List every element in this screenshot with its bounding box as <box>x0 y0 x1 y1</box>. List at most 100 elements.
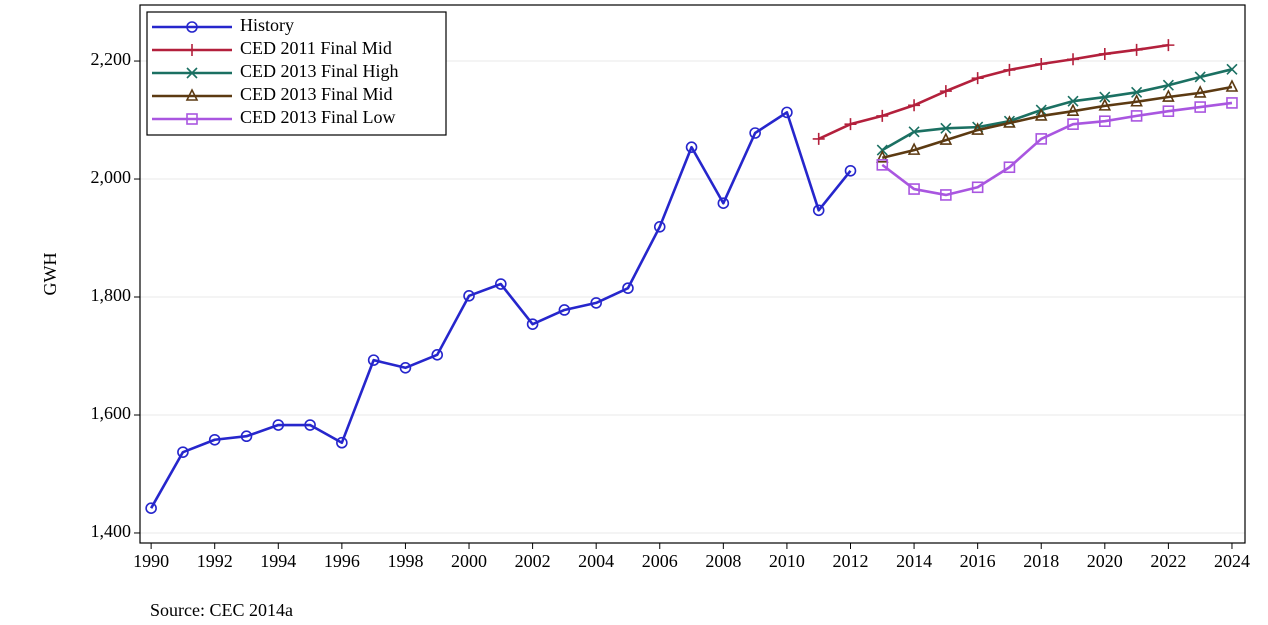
x-tick-label: 1996 <box>324 551 360 571</box>
x-tick-label: 2022 <box>1150 551 1186 571</box>
series-line <box>881 68 1233 152</box>
marker <box>781 106 793 119</box>
marker <box>558 304 571 316</box>
legend-label: CED 2013 Final Low <box>240 107 396 127</box>
x-tick-label: 2010 <box>769 551 805 571</box>
marker <box>463 290 475 302</box>
y-tick-label: 2,000 <box>91 167 132 187</box>
legend-label: CED 2011 Final Mid <box>240 38 392 58</box>
marker <box>1130 110 1143 122</box>
marker <box>1067 95 1079 107</box>
marker <box>653 221 666 233</box>
marker <box>186 67 198 79</box>
marker <box>240 430 253 443</box>
marker <box>590 297 602 309</box>
x-tick-label: 2024 <box>1214 551 1250 571</box>
marker <box>186 113 198 125</box>
y-tick-label: 1,800 <box>91 285 132 305</box>
marker <box>1130 93 1143 107</box>
marker <box>1194 101 1206 113</box>
marker <box>908 99 921 112</box>
marker <box>1162 39 1175 52</box>
marker <box>971 181 984 194</box>
series-line <box>881 85 1233 160</box>
marker <box>145 502 157 514</box>
marker <box>1067 53 1080 66</box>
marker <box>367 354 380 366</box>
marker <box>526 318 539 330</box>
marker <box>1067 118 1079 130</box>
marker <box>1194 71 1206 83</box>
marker <box>1225 79 1239 92</box>
marker <box>177 446 189 458</box>
x-tick-label: 2004 <box>578 551 614 571</box>
marker <box>1226 97 1238 109</box>
marker <box>1003 115 1016 128</box>
marker <box>399 361 412 374</box>
legend-label: CED 2013 Final Mid <box>240 84 393 104</box>
marker <box>908 183 920 195</box>
marker <box>1193 85 1207 98</box>
y-tick-label: 1,400 <box>91 521 132 541</box>
marker <box>940 122 952 134</box>
marker <box>186 21 198 33</box>
marker <box>844 164 857 177</box>
x-tick-label: 2014 <box>896 551 932 571</box>
marker <box>939 132 953 145</box>
marker <box>1003 161 1016 174</box>
source-note: Source: CEC 2014a <box>150 600 293 620</box>
x-tick-label: 2008 <box>705 551 741 571</box>
marker <box>336 436 348 449</box>
marker <box>908 126 920 138</box>
marker <box>185 88 199 101</box>
marker <box>875 149 889 163</box>
marker <box>1130 43 1143 56</box>
marker <box>685 141 698 153</box>
x-tick-label: 1998 <box>387 551 423 571</box>
marker <box>1035 57 1048 70</box>
x-tick-label: 2002 <box>515 551 551 571</box>
marker <box>812 132 825 145</box>
marker <box>939 85 952 98</box>
x-tick-label: 1992 <box>197 551 233 571</box>
marker <box>1099 115 1111 128</box>
marker <box>1098 98 1112 111</box>
marker <box>812 204 825 217</box>
marker <box>1131 86 1143 98</box>
x-tick-label: 1994 <box>260 551 296 571</box>
marker <box>1066 103 1080 116</box>
x-tick-label: 2006 <box>642 551 678 571</box>
marker <box>622 282 634 294</box>
marker <box>844 118 857 131</box>
marker <box>1035 133 1048 145</box>
marker <box>304 419 316 431</box>
marker <box>717 197 730 210</box>
marker <box>1162 105 1175 117</box>
marker <box>1034 108 1048 121</box>
marker <box>495 278 507 290</box>
marker <box>907 142 921 155</box>
marker <box>272 419 285 431</box>
x-tick-label: 1990 <box>133 551 169 571</box>
x-tick-label: 2018 <box>1023 551 1059 571</box>
y-axis-label: GWH <box>40 253 60 296</box>
marker <box>876 109 889 122</box>
series-line <box>881 101 1233 197</box>
marker <box>1099 91 1111 103</box>
x-tick-label: 2016 <box>960 551 996 571</box>
marker <box>1162 79 1174 91</box>
y-tick-label: 1,600 <box>91 403 132 423</box>
legend-label: History <box>240 15 294 35</box>
legend-label: CED 2013 Final High <box>240 61 399 81</box>
x-tick-label: 2020 <box>1087 551 1123 571</box>
marker <box>876 159 889 171</box>
marker <box>940 189 952 201</box>
marker <box>1003 63 1016 76</box>
marker <box>1162 89 1175 102</box>
marker <box>971 72 984 85</box>
y-tick-label: 2,200 <box>91 49 132 69</box>
marker <box>1098 47 1111 60</box>
marker <box>971 122 984 135</box>
